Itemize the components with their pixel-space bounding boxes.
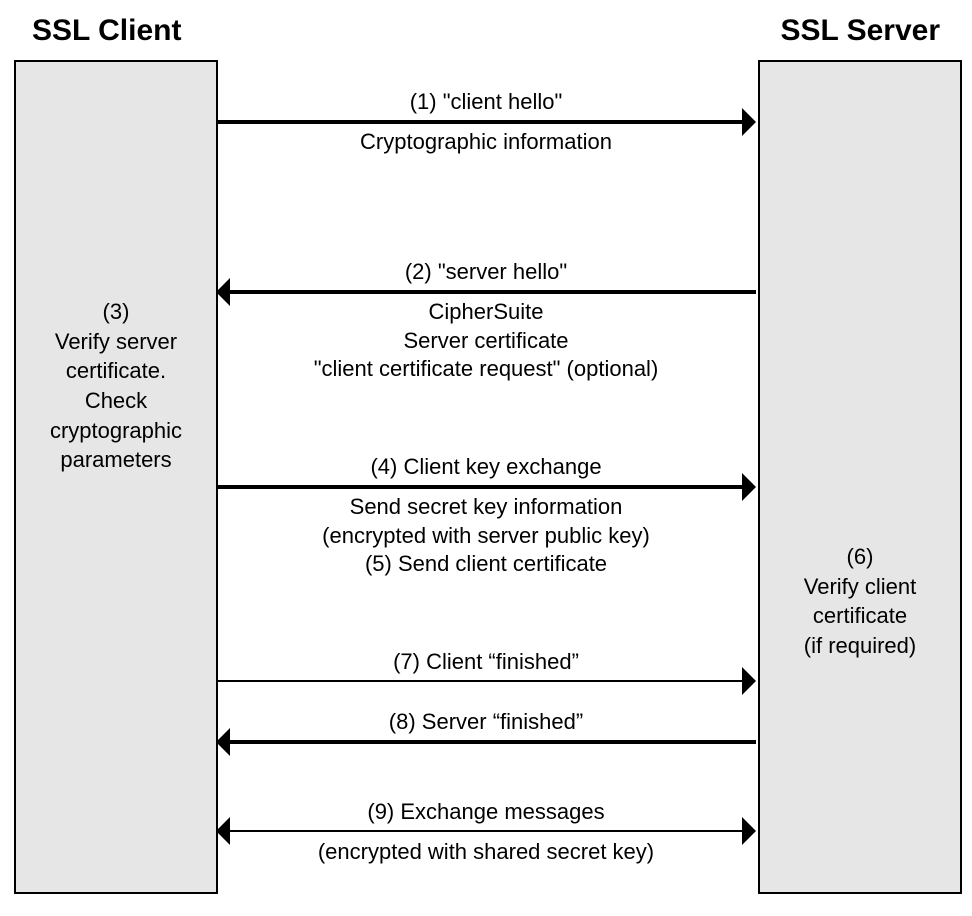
client-note-l2: Check: [85, 388, 147, 413]
arrow-m9: [230, 830, 742, 832]
client-note-l4: parameters: [60, 447, 171, 472]
arrow-m2: [230, 290, 756, 294]
label-below-m2: CipherSuite Server certificate "client c…: [246, 298, 726, 384]
arrowhead-left-icon: [216, 817, 230, 845]
server-note: (6) Verify client certificate (if requir…: [760, 542, 960, 661]
server-note-l0: Verify client: [804, 574, 917, 599]
client-note-l0: Verify server: [55, 329, 177, 354]
client-note-l1: certificate.: [66, 358, 166, 383]
server-note-num: (6): [847, 544, 874, 569]
arrow-m8: [230, 740, 756, 744]
arrowhead-right-icon: [742, 667, 756, 695]
arrowhead-right-icon: [742, 108, 756, 136]
label-above-m2: (2) "server hello": [246, 258, 726, 287]
label-above-m7: (7) Client “finished”: [246, 648, 726, 677]
arrowhead-right-icon: [742, 817, 756, 845]
server-note-l1: certificate: [813, 603, 907, 628]
arrowhead-left-icon: [216, 728, 230, 756]
client-note: (3) Verify server certificate. Check cry…: [16, 297, 216, 475]
client-lifeline-box: (3) Verify server certificate. Check cry…: [14, 60, 218, 894]
label-above-m4: (4) Client key exchange: [246, 453, 726, 482]
server-lifeline-box: (6) Verify client certificate (if requir…: [758, 60, 962, 894]
label-below-m9: (encrypted with shared secret key): [246, 838, 726, 867]
arrowhead-left-icon: [216, 278, 230, 306]
arrow-m7: [216, 680, 742, 682]
diagram-stage: SSL Client SSL Server (3) Verify server …: [0, 0, 972, 916]
label-below-m1: Cryptographic information: [246, 128, 726, 157]
label-above-m9: (9) Exchange messages: [246, 798, 726, 827]
label-below-m4: Send secret key information (encrypted w…: [246, 493, 726, 579]
arrow-m4: [216, 485, 742, 489]
label-above-m1: (1) "client hello": [246, 88, 726, 117]
client-note-l3: cryptographic: [50, 418, 182, 443]
label-above-m8: (8) Server “finished”: [246, 708, 726, 737]
client-note-num: (3): [103, 299, 130, 324]
arrow-m1: [216, 120, 742, 124]
arrowhead-right-icon: [742, 473, 756, 501]
server-title: SSL Server: [780, 14, 940, 48]
client-title: SSL Client: [32, 14, 181, 48]
server-note-l2: (if required): [804, 633, 916, 658]
